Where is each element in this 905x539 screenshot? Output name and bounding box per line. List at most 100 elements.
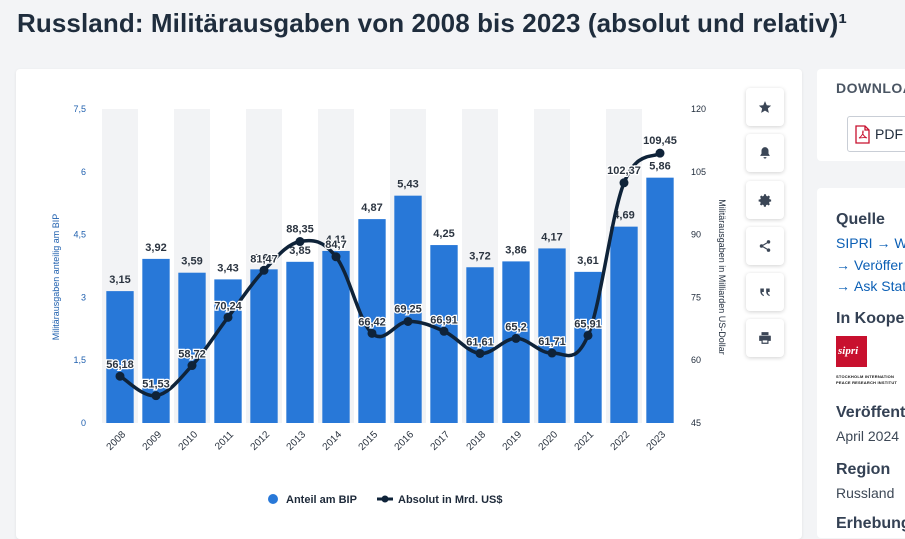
line-point-2021 (583, 330, 593, 340)
share-button[interactable] (746, 227, 784, 265)
printer-icon (759, 332, 771, 344)
bar-2023 (646, 177, 674, 423)
x-tick-label-2010: 2010 (177, 429, 201, 453)
right-tick-label: 45 (691, 418, 701, 428)
x-tick-label-2013: 2013 (285, 429, 309, 453)
favorite-button[interactable] (746, 88, 784, 126)
bar-label-2023: 5,86 (649, 161, 670, 173)
x-tick-label-2011: 2011 (213, 429, 236, 452)
line-label-2010: 58,72 (178, 349, 206, 361)
source-link-publication[interactable]: → Veröffer (836, 257, 903, 273)
settings-button[interactable] (746, 181, 784, 219)
sipri-logo-text: sipri (838, 345, 859, 357)
bar-2016 (394, 195, 422, 423)
x-tick-label-2012: 2012 (249, 429, 273, 453)
bar-label-2018: 3,72 (469, 250, 490, 262)
pdf-download-button[interactable]: PDF (847, 116, 905, 152)
legend-bar-marker (268, 494, 278, 504)
source-link-ask-statista[interactable]: → Ask Stat (836, 278, 905, 294)
arrow-right-icon: → (836, 278, 850, 294)
left-axis-label: Militärausgaben anteilig am BIP (51, 214, 61, 341)
right-tick-label: 120 (691, 104, 706, 114)
source-primary-link: We (894, 235, 905, 251)
chart: 3,15 3,92 3,59 3,43 3,67 3,85 4,11 4,87 5,43 4,25… (51, 104, 727, 506)
gear-icon (758, 193, 771, 207)
x-tick-label-2019: 2019 (501, 429, 525, 453)
line-label-2008: 56,18 (106, 359, 134, 371)
bar-label-2017: 4,25 (433, 228, 454, 240)
line-point-2022 (619, 178, 629, 188)
line-label-2023: 109,45 (643, 135, 677, 147)
left-tick-label: 6 (81, 167, 86, 177)
notification-button[interactable] (746, 134, 784, 172)
bar-label-2011: 3,43 (217, 262, 238, 274)
bar-label-2015: 4,87 (361, 202, 382, 214)
line-label-2020: 61,71 (538, 336, 566, 348)
bar-label-2010: 3,59 (181, 256, 202, 268)
x-tick-label-2016: 2016 (393, 429, 417, 453)
info-card: Quelle SIPRI → We →Veröffer →Ask Stat In… (817, 188, 905, 538)
line-label-2018: 61,61 (466, 336, 494, 348)
bar-label-2008: 3,15 (109, 274, 130, 286)
legend-line-label: Absolut in Mrd. US$ (398, 494, 503, 506)
page-title: Russland: Militärausgaben von 2008 bis 2… (17, 8, 848, 38)
download-card: DOWNLOA PDF (817, 69, 905, 161)
bar-label-2021: 3,61 (577, 255, 598, 267)
quote-icon (760, 288, 770, 297)
bar-2020 (538, 248, 566, 423)
line-point-2016 (403, 316, 413, 326)
line-point-2014 (331, 252, 341, 262)
bar-label-2016: 5,43 (397, 179, 418, 191)
x-tick-label-2009: 2009 (141, 429, 165, 453)
bar-2018 (466, 267, 494, 423)
x-tick-label-2022: 2022 (609, 429, 633, 453)
right-tick-label: 75 (691, 292, 701, 302)
print-button[interactable] (746, 319, 784, 357)
right-tick-label: 60 (691, 355, 701, 365)
region-value: Russland (836, 485, 895, 501)
left-tick-label: 7,5 (73, 104, 86, 114)
source-heading: Quelle (836, 211, 885, 228)
right-tick-label: 90 (691, 230, 701, 240)
cooperation-heading: In Kooper (836, 310, 905, 327)
bell-icon (760, 147, 770, 159)
line-label-2019: 65,2 (505, 321, 526, 333)
line-point-2020 (547, 348, 557, 358)
left-tick-label: 3 (81, 292, 86, 302)
bar-label-2020: 4,17 (541, 231, 562, 243)
right-axis-label: Militärausgaben in Milliarden US-Dollar (717, 199, 727, 355)
cite-button[interactable] (746, 273, 784, 311)
sipri-logo-line: PEACE RESEARCH INSTITUT (836, 380, 898, 385)
bar-label-2022: 4,69 (613, 210, 634, 222)
x-axis-ticks: 2008 2009 2010 2011 2012 2013 2014 2015 2016 2017… (105, 429, 669, 453)
line-label-2012: 81,47 (250, 253, 278, 265)
line-point-2008 (115, 371, 125, 381)
line-label-2015: 66,42 (358, 316, 386, 328)
line-point-2010 (187, 361, 197, 371)
right-axis-ticks: 45 60 75 90 105 120 (691, 104, 706, 428)
x-tick-label-2015: 2015 (357, 429, 381, 453)
line-label-2022: 102,37 (607, 165, 641, 177)
line-label-2016: 69,25 (394, 303, 422, 315)
source-link-sipri[interactable]: SIPRI → We (836, 235, 905, 251)
bar-label-2012: 3,67 (253, 252, 274, 264)
line-point-2009 (151, 391, 161, 401)
legend: Anteil am BIP Absolut in Mrd. US$ (268, 494, 503, 506)
right-tick-label: 105 (691, 167, 706, 177)
line-label-2014: 84,7 (325, 239, 346, 251)
line-label-2021: 65,91 (574, 318, 602, 330)
source-primary: SIPRI (836, 235, 873, 251)
line-point-2012 (259, 265, 269, 275)
published-value: April 2024 (836, 428, 900, 444)
region-heading: Region (836, 461, 891, 478)
left-tick-label: 1,5 (73, 355, 86, 365)
line-label-2009: 51,53 (142, 379, 170, 391)
survey-heading: Erhebungs (836, 515, 905, 532)
download-heading: DOWNLOA (836, 80, 905, 96)
bar-2014 (322, 250, 350, 423)
line-point-2023 (655, 148, 665, 158)
line-points (115, 148, 665, 401)
line-point-2015 (367, 328, 377, 338)
arrow-right-icon: → (876, 235, 891, 251)
left-axis-ticks: 0 1,5 3 4,5 6 7,5 (73, 104, 86, 428)
